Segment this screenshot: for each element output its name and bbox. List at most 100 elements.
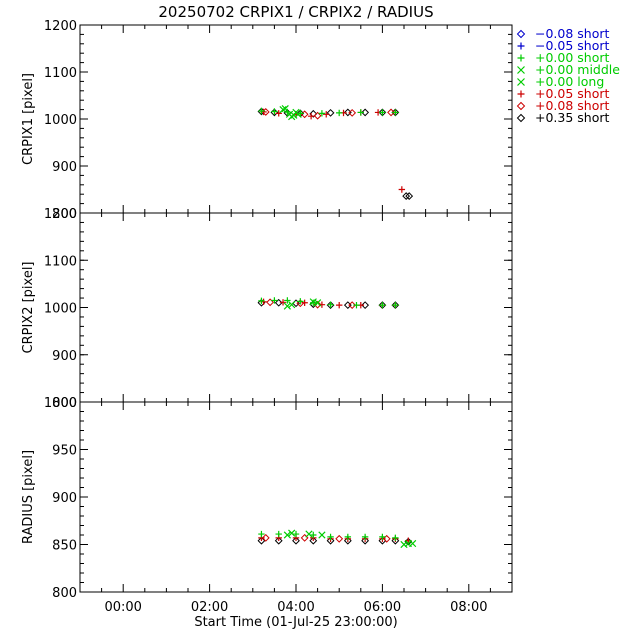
legend-entry: −0.05 short — [517, 38, 610, 53]
legend-label: +0.00 middle — [535, 62, 620, 77]
series-4 — [279, 105, 302, 121]
data-point — [292, 536, 300, 545]
data-point — [310, 531, 317, 539]
legend-marker — [516, 113, 526, 123]
data-point — [335, 534, 344, 543]
x-tick-label: 06:00 — [364, 600, 401, 615]
data-point — [400, 540, 408, 549]
data-point — [404, 539, 412, 548]
y-tick-label: 900 — [52, 491, 77, 506]
legend-marker — [517, 66, 525, 74]
series-7 — [257, 536, 413, 546]
data-point — [258, 297, 265, 305]
data-point — [297, 110, 304, 117]
legend-marker — [517, 42, 525, 50]
data-point — [387, 108, 395, 117]
data-point — [361, 536, 370, 545]
y-axis-label: CRPIX1 [pixel] — [21, 73, 36, 165]
data-point — [379, 109, 386, 116]
y-tick-label: 850 — [52, 539, 77, 554]
data-point — [323, 111, 330, 118]
series-2 — [258, 297, 399, 309]
data-point — [348, 301, 357, 310]
data-point — [392, 109, 399, 116]
legend-entry: +0.05 short — [517, 86, 610, 101]
data-point — [294, 110, 302, 118]
y-tick-label: 800 — [52, 586, 77, 601]
panel-1: 800 900 1000 1100 1200 CRPIX1 [pixel] — [21, 19, 513, 222]
data-point — [318, 110, 326, 117]
data-point — [274, 536, 283, 545]
data-point — [307, 112, 315, 120]
data-point — [275, 110, 282, 117]
legend-label: −0.05 short — [535, 38, 610, 53]
legend-label: −0.08 short — [535, 26, 610, 41]
y-tick-label: 1200 — [44, 19, 77, 34]
series-5 — [258, 534, 412, 544]
legend-marker — [516, 101, 526, 111]
legend-marker — [517, 78, 525, 86]
y-tick-label: 1100 — [44, 254, 77, 269]
data-point — [405, 192, 414, 200]
y-tick-label: 1000 — [44, 302, 77, 317]
data-point — [288, 301, 296, 309]
data-point — [326, 536, 335, 545]
data-point — [292, 530, 300, 538]
plot-frame — [79, 212, 513, 403]
series-5 — [260, 108, 406, 193]
data-point — [327, 533, 334, 541]
data-point — [283, 531, 291, 539]
data-point — [379, 301, 386, 309]
chart-title: 20250702 CRPIX1 / CRPIX2 / RADIUS — [158, 3, 433, 21]
data-point — [336, 301, 343, 309]
data-point — [361, 533, 369, 541]
data-point — [361, 301, 370, 310]
series-4 — [288, 529, 412, 548]
x-tick-label: 02:00 — [191, 600, 228, 615]
y-tick-label: 950 — [52, 444, 77, 459]
data-point — [336, 109, 343, 117]
data-point — [326, 108, 335, 117]
data-point — [288, 529, 296, 537]
data-point — [258, 530, 265, 538]
y-tick-label: 1200 — [44, 207, 77, 222]
panels: 800 900 1000 1100 1200 CRPIX1 [pixel] 800 900 10… — [21, 19, 513, 615]
panel-3: 800 850 900 950 1000 RADIUS [pixel] — [21, 396, 513, 601]
data-point — [348, 108, 357, 117]
data-point — [353, 301, 360, 309]
data-point — [313, 299, 322, 307]
data-point — [305, 530, 313, 538]
x-axis-label: Start Time (01-Jul-25 23:00:00) — [194, 615, 397, 630]
y-axis-label: RADIUS [pixel] — [21, 450, 36, 544]
data-point — [382, 534, 391, 543]
y-tick-label: 800 — [52, 396, 77, 411]
data-point — [379, 533, 386, 541]
y-axis-label: CRPIX2 [pixel] — [21, 261, 36, 353]
data-point — [344, 533, 352, 541]
data-point — [297, 298, 304, 305]
data-point — [296, 299, 305, 308]
legend-marker — [516, 29, 526, 39]
data-point — [279, 105, 287, 114]
data-point — [392, 301, 399, 309]
data-point — [398, 186, 406, 193]
y-tick-label: 900 — [52, 349, 77, 364]
legend: −0.08 short−0.05 short+0.00 short+0.00 m… — [516, 26, 620, 125]
legend-label: +0.05 short — [535, 86, 610, 101]
data-point — [310, 299, 317, 306]
panel-2: 800 900 1000 1100 1200 CRPIX2 [pixel] — [21, 207, 513, 411]
data-point — [313, 111, 322, 120]
data-point — [343, 301, 352, 310]
data-point — [343, 536, 352, 545]
legend-entry: +0.08 short — [516, 98, 610, 113]
plot-frame — [79, 401, 513, 593]
data-point — [258, 107, 265, 115]
data-point — [392, 534, 399, 542]
data-point — [284, 297, 291, 304]
data-point — [309, 109, 318, 118]
data-point — [257, 536, 266, 545]
series-4 — [288, 298, 317, 309]
legend-label: +0.08 short — [535, 98, 610, 113]
data-point — [391, 536, 400, 545]
